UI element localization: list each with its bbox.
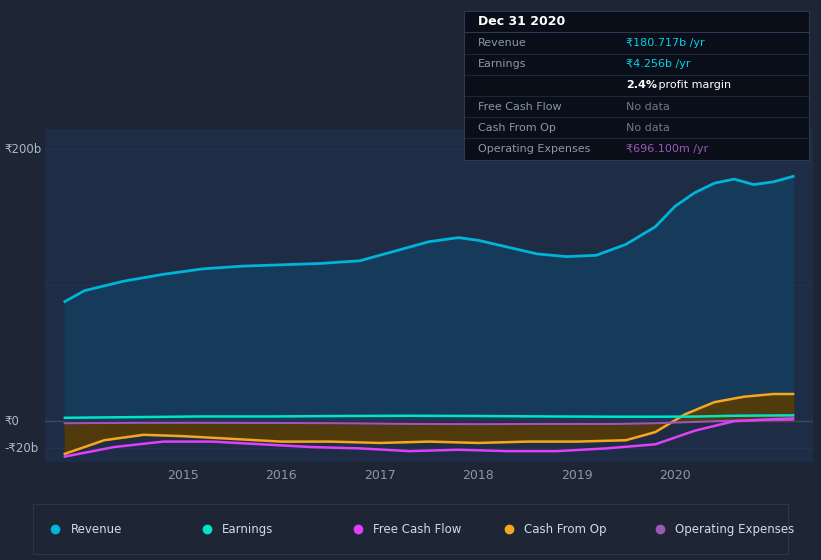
Text: ₹180.717b /yr: ₹180.717b /yr <box>626 38 704 48</box>
Text: Cash From Op: Cash From Op <box>478 123 556 133</box>
Text: ₹696.100m /yr: ₹696.100m /yr <box>626 144 709 154</box>
Text: -₹20b: -₹20b <box>4 442 39 455</box>
Text: ₹4.256b /yr: ₹4.256b /yr <box>626 59 690 69</box>
Text: Free Cash Flow: Free Cash Flow <box>478 101 562 111</box>
Text: Free Cash Flow: Free Cash Flow <box>373 522 461 536</box>
Text: Revenue: Revenue <box>71 522 122 536</box>
Text: Operating Expenses: Operating Expenses <box>478 144 590 154</box>
Text: Revenue: Revenue <box>478 38 526 48</box>
Text: Dec 31 2020: Dec 31 2020 <box>478 15 565 29</box>
Text: ₹200b: ₹200b <box>4 143 41 156</box>
Text: profit margin: profit margin <box>655 81 732 90</box>
Text: Earnings: Earnings <box>222 522 273 536</box>
Text: No data: No data <box>626 123 670 133</box>
Text: Cash From Op: Cash From Op <box>524 522 606 536</box>
Text: 2.4%: 2.4% <box>626 81 657 90</box>
Text: Operating Expenses: Operating Expenses <box>675 522 794 536</box>
Text: ₹0: ₹0 <box>4 415 19 428</box>
Text: Earnings: Earnings <box>478 59 526 69</box>
Text: No data: No data <box>626 101 670 111</box>
